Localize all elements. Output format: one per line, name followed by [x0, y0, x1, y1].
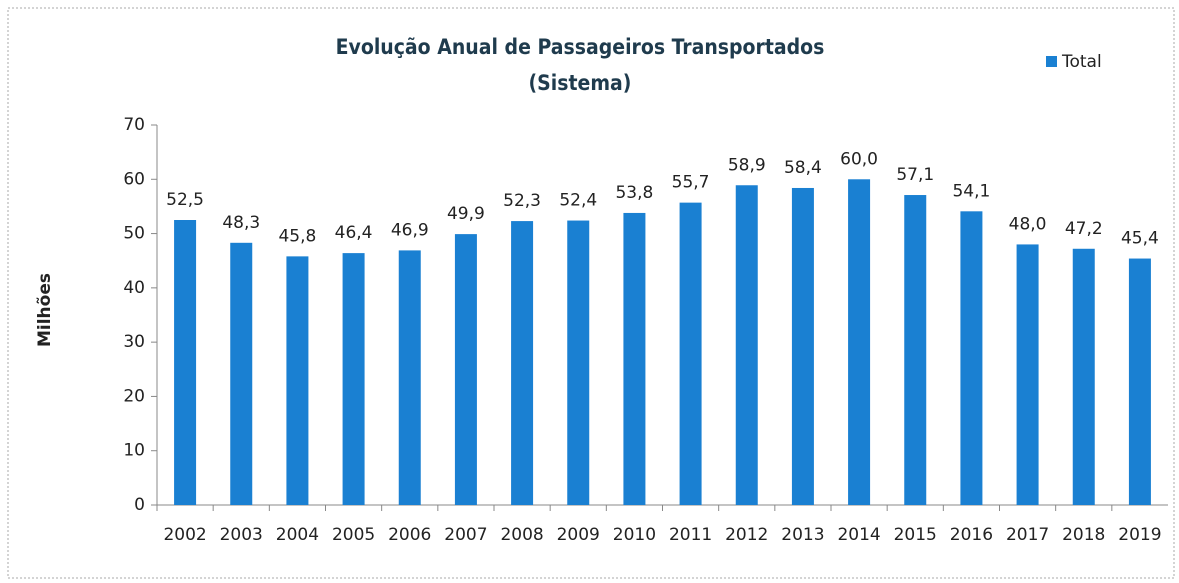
- bar: [623, 212, 646, 505]
- value-label: 46,4: [335, 223, 373, 243]
- x-tick-label: 2012: [725, 525, 768, 545]
- value-label: 52,3: [503, 191, 541, 211]
- y-tick-label: 50: [123, 224, 145, 244]
- bar: [904, 195, 927, 505]
- x-tick-label: 2006: [388, 525, 431, 545]
- bar: [567, 220, 590, 506]
- value-label: 54,1: [952, 181, 990, 201]
- bar: [960, 211, 983, 506]
- legend-label: Total: [1061, 52, 1102, 72]
- x-tick-label: 2003: [220, 525, 263, 545]
- y-tick-label: 70: [123, 115, 145, 135]
- value-label: 58,9: [728, 155, 766, 175]
- y-tick-label: 0: [134, 495, 145, 515]
- y-tick-label: 10: [123, 441, 145, 461]
- bar: [791, 187, 814, 505]
- bar: [1016, 244, 1039, 505]
- bar: [1128, 258, 1151, 505]
- value-label: 52,4: [559, 191, 597, 211]
- legend-swatch: [1046, 56, 1057, 67]
- chart-subtitle: (Sistema): [529, 71, 632, 95]
- bar: [679, 202, 702, 505]
- bar: [511, 221, 534, 506]
- bar: [174, 220, 197, 505]
- x-tick-label: 2015: [894, 525, 937, 545]
- y-tick-label: 30: [123, 332, 145, 352]
- x-tick-label: 2011: [669, 525, 712, 545]
- x-tick-label: 2018: [1062, 525, 1105, 545]
- value-label: 57,1: [896, 165, 934, 185]
- value-label: 45,8: [278, 226, 316, 246]
- y-tick-label: 40: [123, 278, 145, 298]
- x-tick-label: 2017: [1006, 525, 1049, 545]
- x-tick-label: 2019: [1118, 525, 1161, 545]
- value-label: 52,5: [166, 190, 204, 210]
- value-label: 47,2: [1065, 219, 1103, 239]
- x-tick-label: 2005: [332, 525, 375, 545]
- value-label: 48,0: [1009, 214, 1047, 234]
- x-tick-label: 2004: [276, 525, 319, 545]
- bar: [848, 179, 871, 506]
- bar: [286, 256, 309, 505]
- value-label: 45,4: [1121, 229, 1159, 249]
- bar: [230, 242, 253, 506]
- bar: [735, 185, 758, 505]
- value-label: 58,4: [784, 158, 822, 178]
- y-tick-label: 20: [123, 386, 145, 406]
- x-tick-label: 2007: [444, 525, 487, 545]
- value-label: 55,7: [672, 173, 710, 193]
- bar: [1072, 248, 1095, 505]
- value-label: 60,0: [840, 149, 878, 169]
- bar: [454, 234, 477, 505]
- x-tick-label: 2013: [781, 525, 824, 545]
- chart-title: Evolução Anual de Passageiros Transporta…: [336, 35, 825, 59]
- bar: [342, 253, 365, 505]
- y-tick-label: 60: [123, 169, 145, 189]
- x-tick-label: 2014: [837, 525, 880, 545]
- x-tick-label: 2010: [613, 525, 656, 545]
- bar: [398, 250, 421, 505]
- x-tick-label: 2002: [163, 525, 206, 545]
- value-label: 49,9: [447, 204, 485, 224]
- value-label: 53,8: [615, 183, 653, 203]
- x-tick-label: 2009: [557, 525, 600, 545]
- y-axis-label: Milhões: [35, 273, 55, 347]
- value-label: 46,9: [391, 220, 429, 240]
- x-tick-label: 2008: [500, 525, 543, 545]
- value-label: 48,3: [222, 213, 260, 233]
- x-tick-label: 2016: [950, 525, 993, 545]
